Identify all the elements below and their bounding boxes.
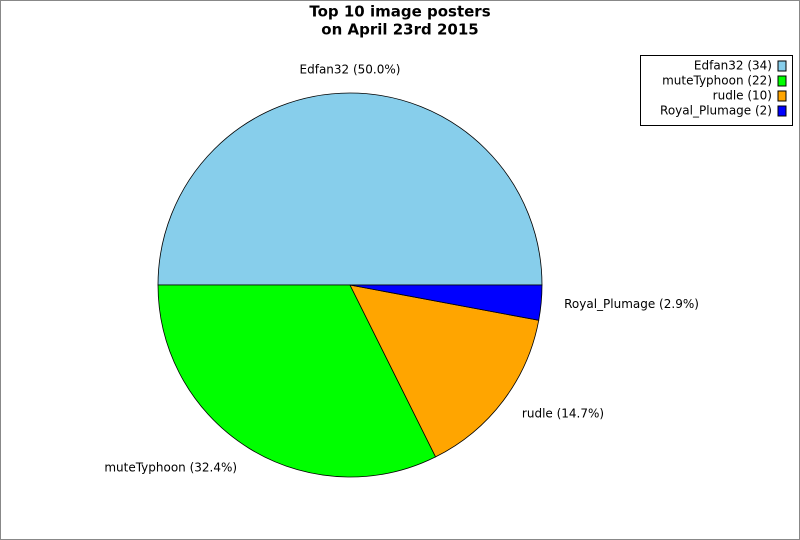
pie-slice [157,284,437,478]
chart-title: Top 10 image posters [309,3,490,21]
legend-label: muteTyphoon (22) [662,74,772,88]
pie-slice [349,284,540,458]
slice-label: rudle (14.7%) [522,407,604,421]
legend-swatch [777,105,787,117]
pie-slice [349,284,543,321]
slice-label: Royal_Plumage (2.9%) [564,297,699,311]
slice-label: Edfan32 (50.0%) [300,63,401,77]
pie-slice [157,92,543,286]
legend-label: Edfan32 (34) [694,59,772,73]
chart-subtitle: on April 23rd 2015 [321,21,478,39]
legend-swatch [777,60,787,72]
legend-label: rudle (10) [713,89,772,103]
legend-label: Royal_Plumage (2) [660,104,772,118]
legend-swatch [777,75,787,87]
legend-swatch [777,90,787,102]
slice-label: muteTyphoon (32.4%) [104,460,237,474]
legend-box [640,55,793,126]
